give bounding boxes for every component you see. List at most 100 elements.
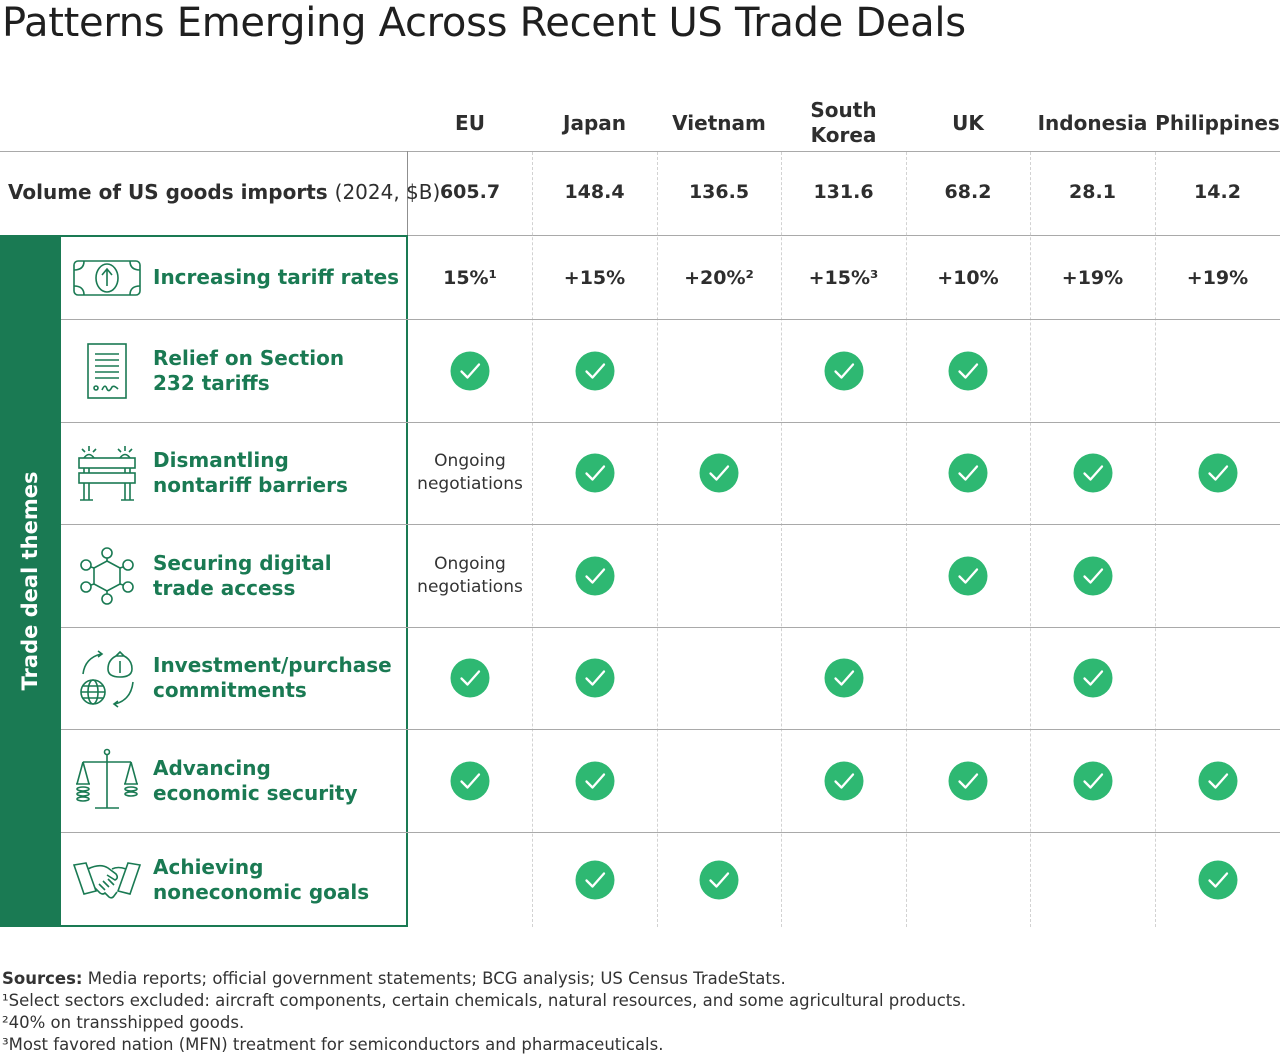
sources-line: Sources: Media reports; official governm… [2,968,966,990]
sources-text: Media reports; official government state… [82,969,786,988]
header-divider [0,151,1280,152]
theme-row-dismantling-nontariff-barriers-eu: Ongoing negotiations [408,422,532,524]
theme-row-divider [61,832,1280,833]
theme-row-increasing-tariff-rates-japan: +15% [532,236,657,319]
road-barrier-icon [61,443,153,503]
volume-value-eu: 605.7 [439,181,501,203]
theme-label: Investment/purchase commitments [153,653,392,702]
volume-value-vietnam: 136.5 [688,181,750,203]
check-mark-icon [948,761,988,801]
check-mark-icon [699,453,739,493]
theme-row-securing-digital-trade-access: Securing digital trade access [61,524,407,627]
theme-row-relief-on-section-232-tariffs-eu [408,319,532,422]
check-mark-icon [575,453,615,493]
theme-row-dismantling-nontariff-barriers-vietnam [657,422,781,524]
check-mark-icon [1198,860,1238,900]
check-mark-icon [824,658,864,698]
theme-row-advancing-economic-security: Advancing economic security [61,729,407,832]
signed-document-icon [61,341,153,401]
globe-money-cycle-icon [61,648,153,708]
theme-row-investment-purchase-commitments-japan [532,627,657,729]
column-header-uk: UK [952,110,984,135]
theme-row-advancing-economic-security-uk [906,729,1030,832]
theme-row-securing-digital-trade-access-philippines [1155,524,1280,627]
tariff-rate-value: +10% [937,266,999,289]
check-mark-icon [699,860,739,900]
check-mark-icon [575,556,615,596]
theme-row-dismantling-nontariff-barriers-indonesia [1030,422,1155,524]
ongoing-negotiations-text: Ongoing negotiations [417,451,523,494]
banknote-arrow-icon [61,248,153,308]
volume-value-japan: 148.4 [564,181,625,203]
theme-row-increasing-tariff-rates-vietnam: +20%² [657,236,781,319]
theme-label: Increasing tariff rates [153,265,400,289]
column-separator [532,152,533,927]
theme-row-divider [61,729,1280,730]
theme-row-achieving-noneconomic-goals-eu [408,832,532,927]
theme-label: Achieving noneconomic goals [153,854,370,904]
network-nodes-icon [61,546,153,606]
theme-row-increasing-tariff-rates-indonesia: +19% [1030,236,1155,319]
ongoing-negotiations-text: Ongoing negotiations [417,553,523,597]
theme-row-achieving-noneconomic-goals-south-korea [781,832,906,927]
theme-row-achieving-noneconomic-goals-uk [906,832,1030,927]
theme-label: Advancing economic security [153,755,358,805]
column-separator [781,152,782,927]
theme-row-achieving-noneconomic-goals-indonesia [1030,832,1155,927]
check-mark-icon [948,556,988,596]
theme-row-advancing-economic-security-eu [408,729,532,832]
theme-row-advancing-economic-security-south-korea [781,729,906,832]
column-separator [906,152,907,927]
themes-group-band [0,236,61,927]
column-separator [1030,152,1031,927]
theme-row-dismantling-nontariff-barriers: Dismantling nontariff barriers [61,422,407,524]
check-mark-icon [948,453,988,493]
volume-value-philippines: 14.2 [1194,181,1241,203]
theme-row-relief-on-section-232-tariffs-indonesia [1030,319,1155,422]
theme-row-increasing-tariff-rates-uk: +10% [906,236,1030,319]
theme-row-securing-digital-trade-access-indonesia [1030,524,1155,627]
theme-row-investment-purchase-commitments-indonesia [1030,627,1155,729]
footnote-3: ³Most favored nation (MFN) treatment for… [2,1035,664,1054]
theme-row-achieving-noneconomic-goals-vietnam [657,832,781,927]
volume-divider [0,235,1280,236]
theme-label: Securing digital trade access [153,550,332,600]
balance-scale-icon [61,748,153,811]
theme-row-advancing-economic-security-philippines [1155,729,1280,832]
theme-row-investment-purchase-commitments-vietnam [657,627,781,729]
theme-row-securing-digital-trade-access-japan [532,524,657,627]
handshake-icon [61,850,153,910]
tariff-rate-value: +15%³ [808,266,879,289]
volume-row-unit: (2024, $B) [334,180,441,204]
check-mark-icon [575,860,615,900]
volume-row-label-text: Volume of US goods imports [8,180,328,204]
page-title: Patterns Emerging Across Recent US Trade… [2,0,966,46]
column-header-eu: EU [455,110,485,135]
theme-row-divider [61,627,1280,628]
theme-row-advancing-economic-security-japan [532,729,657,832]
volume-row-label: Volume of US goods imports (2024, $B) [8,172,440,212]
theme-label: Relief on Section 232 tariffs [153,345,345,395]
check-mark-icon [1073,761,1113,801]
column-header-philippines: Philippines [1155,110,1280,135]
volume-value-south-korea: 131.6 [813,181,874,203]
theme-row-relief-on-section-232-tariffs-vietnam [657,319,781,422]
sources-label: Sources: [2,969,83,988]
theme-row-achieving-noneconomic-goals: Achieving noneconomic goals [61,832,407,927]
column-header-indonesia: Indonesia [1037,110,1148,135]
theme-row-advancing-economic-security-indonesia [1030,729,1155,832]
column-header-japan: Japan [563,110,626,135]
footnotes: Sources: Media reports; official governm… [2,968,966,1056]
check-mark-icon [1073,556,1113,596]
theme-row-securing-digital-trade-access-eu: Ongoing negotiations [408,524,532,627]
theme-row-divider [61,319,1280,320]
theme-row-divider [61,422,1280,423]
volume-value-indonesia: 28.1 [1069,181,1116,203]
theme-label: Dismantling nontariff barriers [153,448,348,497]
footnote-2: ²40% on transshipped goods. [2,1013,245,1032]
tariff-rate-value: +19% [1061,266,1124,289]
column-separator [657,152,658,927]
check-mark-icon [450,658,490,698]
column-header-vietnam: Vietnam [672,110,766,135]
check-mark-icon [824,761,864,801]
